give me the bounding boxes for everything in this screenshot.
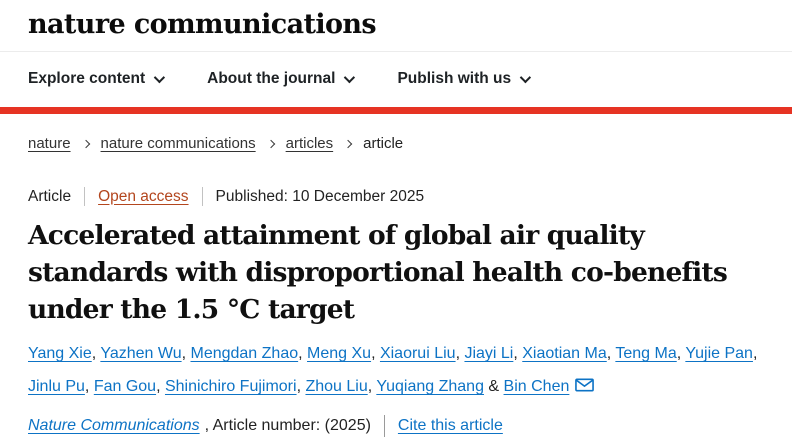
breadcrumb-item-nature-communications[interactable]: nature communications: [100, 135, 256, 152]
nav-item-label: Explore content: [28, 70, 146, 87]
author-link[interactable]: Teng Ma: [615, 345, 677, 362]
chevron-down-icon: [153, 71, 166, 84]
journal-link[interactable]: Nature Communications: [28, 417, 200, 434]
cite-this-article-link[interactable]: Cite this article: [397, 417, 503, 434]
breadcrumb: nature nature communications articles artic…: [28, 135, 764, 152]
author-link[interactable]: Xiaorui Liu: [379, 345, 456, 362]
open-access-link[interactable]: Open access: [98, 187, 189, 205]
nav-item-label: Publish with us: [397, 70, 512, 87]
nav-item-about-the-journal[interactable]: About the journal: [207, 70, 356, 88]
site-header: nature communications: [0, 0, 792, 52]
breadcrumb-item-articles[interactable]: articles: [285, 135, 334, 152]
author-link[interactable]: Yazhen Wu: [100, 345, 182, 362]
chevron-right-icon: [266, 139, 275, 148]
author-link[interactable]: Yujie Pan: [685, 345, 753, 362]
nav-item-explore-content[interactable]: Explore content: [28, 70, 166, 88]
article-number-text: , Article number: (2025): [204, 417, 371, 434]
journal-logo[interactable]: nature communications: [28, 9, 377, 40]
author-link[interactable]: Zhou Liu: [305, 378, 368, 395]
meta-divider: [84, 187, 86, 206]
nav-item-label: About the journal: [207, 70, 336, 87]
author-link[interactable]: Shinichiro Fujimori: [164, 378, 297, 395]
author-link[interactable]: Bin Chen: [503, 378, 570, 395]
nav-item-publish-with-us[interactable]: Publish with us: [397, 70, 532, 88]
breadcrumb-item-article: article: [363, 135, 404, 152]
breadcrumb-item-nature[interactable]: nature: [28, 135, 71, 152]
chevron-down-icon: [519, 71, 532, 84]
author-link[interactable]: Jiayi Li: [464, 345, 514, 362]
main-nav: Explore content About the journal Publish …: [0, 52, 792, 107]
meta-divider: [201, 187, 203, 206]
article-page-content: nature nature communications articles artic…: [0, 135, 792, 437]
author-link[interactable]: Yuqiang Zhang: [376, 378, 484, 395]
author-link[interactable]: Xiaotian Ma: [522, 345, 607, 362]
author-link[interactable]: Fan Gou: [93, 378, 157, 395]
chevron-right-icon: [81, 139, 90, 148]
journal-citation-row: Nature Communications , Article number: …: [28, 415, 764, 437]
article-title: Accelerated attainment of global air qua…: [28, 220, 728, 325]
author-link[interactable]: Yang Xie: [28, 345, 92, 362]
author-link[interactable]: Meng Xu: [307, 345, 372, 362]
published-date: Published: 10 December 2025: [215, 187, 425, 205]
brand-red-bar: [0, 107, 792, 114]
chevron-right-icon: [343, 139, 353, 148]
envelope-icon[interactable]: [575, 378, 595, 392]
author-link[interactable]: Jinlu Pu: [28, 378, 85, 395]
article-meta-row: Article Open access Published: 10 Decemb…: [28, 187, 764, 206]
author-list: Yang Xie, Yazhen Wu, Mengdan Zhao, Meng …: [28, 345, 758, 395]
article-type-label: Article: [28, 187, 72, 205]
citation-divider: [383, 415, 385, 437]
chevron-down-icon: [344, 71, 356, 84]
author-link[interactable]: Mengdan Zhao: [190, 345, 299, 362]
